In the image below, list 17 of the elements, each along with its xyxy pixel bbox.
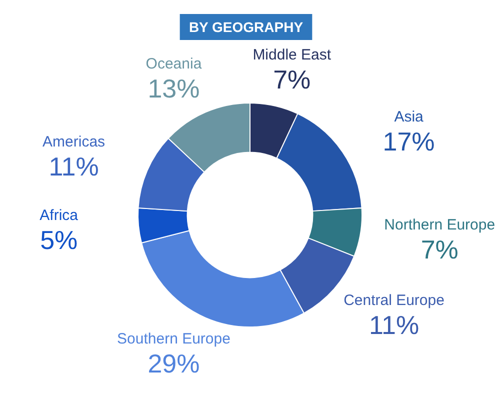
slice-label: Oceania (146, 55, 202, 72)
slice-label: Africa (40, 207, 79, 224)
data-label: 7% (273, 64, 311, 95)
data-label: 13% (148, 73, 200, 104)
data-label: 17% (382, 126, 435, 157)
slice-label: Southern Europe (117, 330, 230, 348)
chart-title: BY GEOGRAPHY (188, 19, 304, 35)
slice-label: Central Europe (344, 292, 444, 310)
slice-label: Middle East (252, 46, 332, 64)
data-label: 11% (48, 151, 99, 182)
data-label: 7% (420, 234, 458, 264)
data-label: 5% (40, 225, 78, 256)
slice-label: Asia (394, 108, 424, 126)
data-label: 11% (368, 310, 420, 340)
data-label: 29% (148, 348, 200, 379)
slice-label: Americas (42, 133, 106, 150)
slice-label: Northern Europe (384, 216, 496, 234)
